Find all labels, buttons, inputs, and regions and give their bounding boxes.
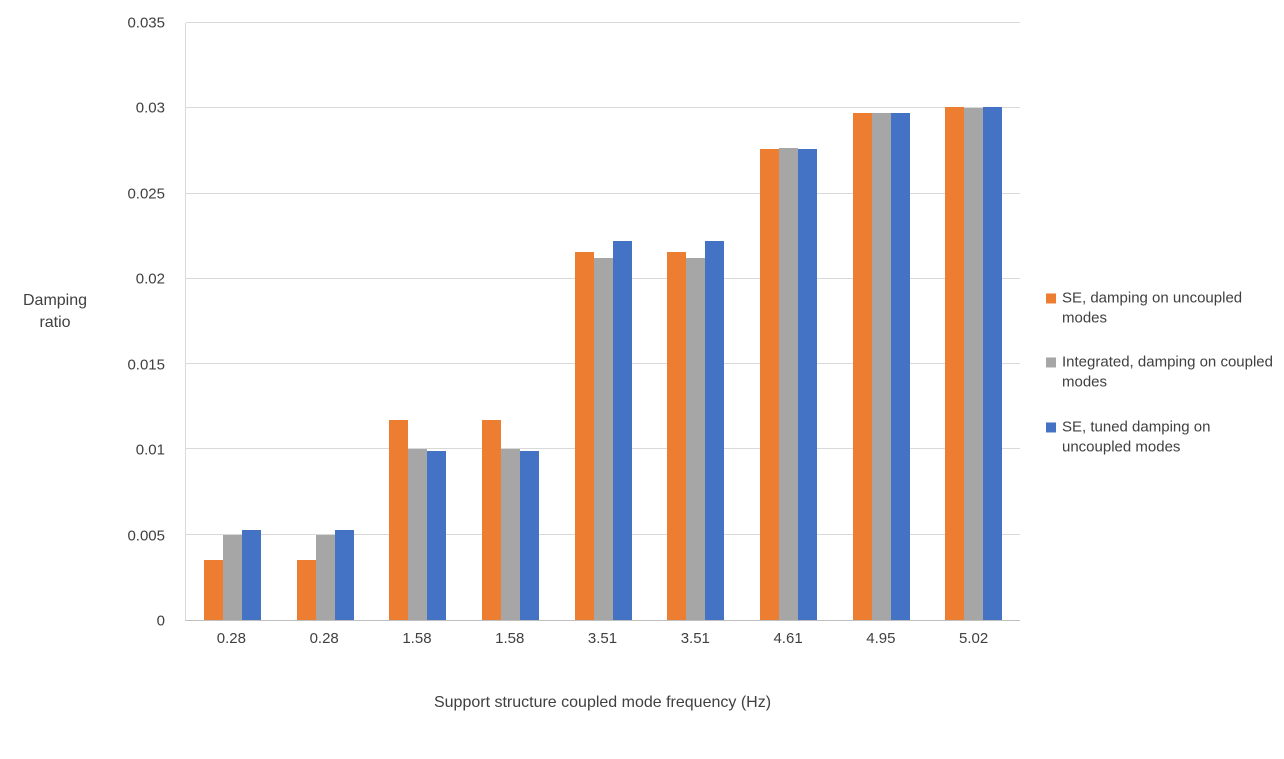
- legend-swatch-icon: [1046, 421, 1056, 432]
- legend: SE, damping on uncoupled modes Integrate…: [1046, 288, 1278, 458]
- legend-label: SE, tuned damping on uncoupled modes: [1062, 417, 1211, 456]
- bar-group: [557, 23, 650, 620]
- x-tick-label: 0.28: [309, 630, 339, 647]
- bar-group: [186, 23, 279, 620]
- x-tick-label: 0.28: [216, 630, 246, 647]
- bar: [519, 451, 539, 620]
- y-axis-title: Damping ratio: [22, 292, 88, 331]
- bar: [797, 149, 817, 620]
- bar: [705, 241, 725, 620]
- bar: [481, 420, 501, 620]
- bar-group: [464, 23, 557, 620]
- y-tick-label: 0.005: [127, 527, 165, 545]
- bar: [667, 251, 687, 620]
- x-axis-tick-labels: 0.28 0.28 1.58 1.58 3.51 3.51 4.61 4.95 5.02: [185, 630, 1020, 647]
- x-tick-label: 4.95: [866, 630, 896, 647]
- gridline: [186, 107, 1020, 109]
- y-tick-label: 0: [156, 612, 165, 630]
- bar-group: [649, 23, 742, 620]
- bar: [500, 449, 520, 620]
- bar: [964, 108, 984, 620]
- y-tick-label: 0.015: [127, 356, 165, 374]
- gridline: [186, 22, 1020, 23]
- bar: [241, 529, 261, 620]
- y-tick-label: 0.02: [135, 270, 165, 288]
- x-tick-label: 1.58: [495, 630, 525, 647]
- bar-groups: [186, 23, 1020, 620]
- bar: [759, 149, 779, 620]
- bar: [890, 113, 910, 620]
- y-tick-label: 0.01: [135, 441, 165, 459]
- bar: [945, 106, 965, 620]
- bar: [222, 534, 242, 620]
- bar: [334, 529, 354, 620]
- legend-swatch-icon: [1046, 357, 1056, 368]
- bar: [983, 106, 1003, 620]
- legend-item: SE, damping on uncoupled modes: [1046, 288, 1278, 329]
- bar: [427, 451, 447, 620]
- x-tick-label: 1.58: [402, 630, 432, 647]
- y-tick-label: 0.025: [127, 185, 165, 203]
- bar: [612, 241, 632, 620]
- legend-item: SE, tuned damping on uncoupled modes: [1046, 417, 1278, 458]
- bar: [408, 449, 428, 620]
- bar: [593, 258, 613, 620]
- legend-swatch-icon: [1046, 292, 1056, 303]
- gridline: [186, 192, 1020, 194]
- x-tick-label: 4.61: [773, 630, 803, 647]
- x-tick-label: 3.51: [587, 630, 618, 647]
- bar: [203, 560, 223, 620]
- bar-group: [279, 23, 372, 620]
- bar: [778, 147, 798, 620]
- y-axis-tick-labels: 0 0.005 0.01 0.015 0.02 0.025 0.03 0.035: [0, 15, 175, 630]
- legend-label: SE, damping on uncoupled modes: [1062, 288, 1243, 327]
- bar: [315, 534, 335, 620]
- bar: [296, 560, 316, 620]
- legend-label: Integrated, damping on coupled modes: [1062, 353, 1273, 391]
- bar-group: [927, 23, 1020, 620]
- bar: [686, 258, 706, 620]
- bar: [389, 420, 409, 620]
- y-tick-label: 0.03: [135, 99, 165, 117]
- x-axis-title: Support structure coupled mode frequency…: [433, 694, 772, 711]
- x-tick-label: 5.02: [959, 630, 989, 647]
- y-tick-label: 0.035: [127, 14, 165, 32]
- plot-area: [185, 22, 1020, 621]
- bar: [871, 113, 891, 620]
- x-tick-label: 3.51: [680, 630, 710, 647]
- bar-group: [835, 23, 928, 620]
- legend-item: Integrated, damping on coupled modes: [1046, 352, 1278, 393]
- bar: [852, 113, 872, 620]
- bar: [574, 251, 594, 620]
- bar-group: [742, 23, 835, 620]
- bar-group: [371, 23, 464, 620]
